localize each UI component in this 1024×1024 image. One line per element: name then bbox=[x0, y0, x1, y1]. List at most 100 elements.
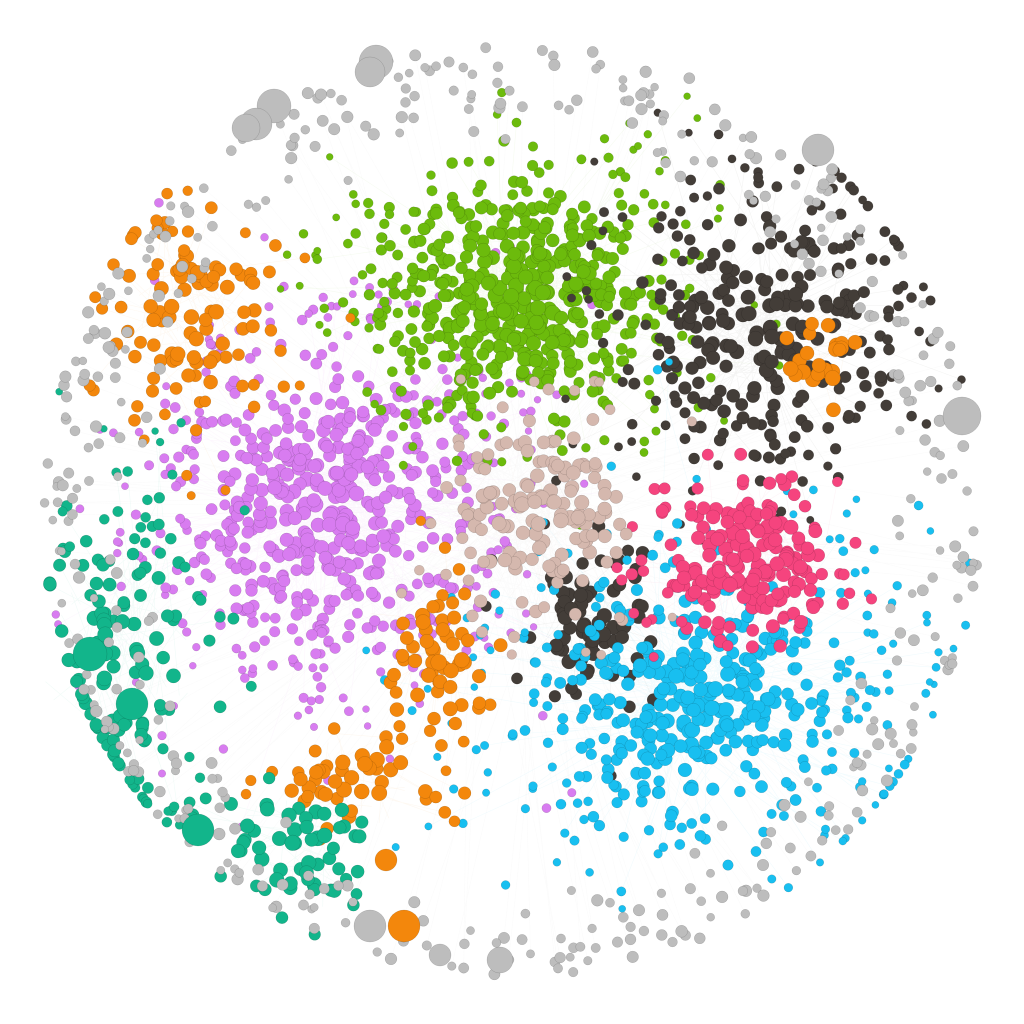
graph-node-cyan bbox=[862, 610, 873, 621]
graph-node-purple bbox=[329, 642, 341, 654]
graph-node-gray bbox=[223, 858, 233, 868]
graph-node-green bbox=[459, 250, 474, 264]
graph-node-cyan bbox=[884, 686, 894, 696]
graph-node-cyan bbox=[639, 785, 651, 797]
graph-node-teal bbox=[106, 659, 121, 674]
graph-node-purple bbox=[302, 429, 316, 443]
graph-node-cyan bbox=[707, 681, 724, 697]
graph-node-green bbox=[384, 239, 396, 252]
hub-node-gray bbox=[354, 56, 386, 88]
graph-node-dark bbox=[665, 279, 678, 292]
graph-node-cyan bbox=[598, 576, 610, 588]
graph-node-green bbox=[680, 219, 691, 230]
graph-node-gray bbox=[121, 326, 133, 338]
graph-node-green bbox=[506, 258, 522, 274]
graph-node-tan bbox=[538, 601, 551, 614]
graph-node-purple bbox=[224, 475, 236, 488]
graph-node-purple bbox=[343, 411, 357, 424]
graph-node-dark bbox=[628, 377, 641, 390]
graph-node-gray bbox=[408, 112, 419, 124]
graph-node-orange bbox=[150, 214, 163, 227]
graph-node-green bbox=[472, 410, 484, 422]
graph-node-green bbox=[406, 262, 419, 275]
graph-node-gray bbox=[431, 61, 441, 71]
graph-node-cyan bbox=[658, 842, 669, 853]
graph-node-green bbox=[451, 455, 463, 467]
graph-node-cyan bbox=[639, 710, 653, 724]
graph-node-purple bbox=[309, 392, 323, 406]
graph-node-gray bbox=[709, 103, 721, 116]
graph-node-orange bbox=[779, 330, 795, 346]
graph-node-orange bbox=[396, 616, 410, 631]
graph-node-dark bbox=[823, 461, 833, 471]
graph-node-dark bbox=[690, 334, 705, 349]
graph-node-tan bbox=[525, 552, 539, 567]
graph-node-cyan bbox=[653, 775, 665, 787]
graph-node-orange bbox=[236, 379, 249, 393]
graph-node-gray bbox=[791, 865, 802, 876]
graph-node-gray bbox=[895, 531, 905, 541]
graph-node-gray bbox=[333, 880, 344, 891]
graph-node-cyan bbox=[636, 641, 649, 654]
graph-node-purple bbox=[310, 648, 322, 660]
graph-node-cyan bbox=[617, 664, 630, 678]
graph-node-purple bbox=[267, 660, 278, 671]
graph-node-dark bbox=[752, 242, 764, 255]
graph-node-cyan bbox=[800, 678, 813, 691]
graph-node-green bbox=[557, 333, 571, 348]
graph-node-cyan bbox=[676, 822, 687, 833]
graph-node-orange bbox=[247, 400, 261, 414]
graph-node-gray bbox=[101, 715, 113, 728]
graph-node-green bbox=[337, 297, 349, 308]
graph-node-green bbox=[576, 264, 591, 279]
graph-node-teal bbox=[157, 743, 169, 755]
graph-node-gray bbox=[69, 558, 81, 570]
graph-node-dark bbox=[573, 588, 588, 603]
graph-node-green bbox=[407, 305, 421, 318]
graph-node-orange bbox=[202, 354, 218, 370]
graph-node-green bbox=[480, 275, 496, 291]
graph-node-green bbox=[565, 228, 580, 243]
graph-node-tan bbox=[586, 413, 600, 426]
graph-node-orange bbox=[143, 299, 158, 314]
graph-node-gray bbox=[932, 326, 944, 339]
graph-node-purple bbox=[294, 420, 309, 434]
graph-node-gray bbox=[667, 936, 678, 948]
graph-node-dark bbox=[701, 218, 714, 231]
graph-node-dark bbox=[685, 361, 699, 375]
graph-node-purple bbox=[541, 803, 552, 813]
graph-node-pink bbox=[773, 639, 787, 653]
graph-node-green bbox=[351, 199, 361, 209]
hub-node-orange bbox=[374, 848, 398, 872]
graph-node-gray bbox=[447, 961, 457, 971]
graph-node-cyan bbox=[749, 678, 763, 692]
graph-node-green bbox=[540, 270, 555, 285]
graph-node-green bbox=[428, 298, 443, 313]
graph-node-green bbox=[485, 362, 499, 376]
graph-node-teal bbox=[213, 700, 227, 714]
graph-node-dark bbox=[661, 335, 675, 349]
graph-node-cyan bbox=[536, 583, 546, 593]
graph-node-gray bbox=[112, 267, 125, 280]
graph-node-orange bbox=[442, 701, 458, 717]
graph-node-pink bbox=[690, 530, 706, 546]
graph-node-dark bbox=[656, 211, 667, 222]
graph-node-dark bbox=[660, 420, 671, 431]
graph-node-orange bbox=[443, 679, 458, 695]
graph-node-orange bbox=[145, 384, 160, 398]
graph-node-gray bbox=[111, 605, 122, 616]
graph-node-purple bbox=[375, 516, 389, 529]
graph-node-green bbox=[657, 304, 669, 315]
graph-node-gray bbox=[675, 925, 688, 938]
graph-node-tan bbox=[568, 384, 581, 397]
graph-node-dark bbox=[730, 420, 743, 432]
graph-node-purple bbox=[538, 710, 548, 721]
graph-node-purple bbox=[241, 526, 255, 539]
graph-node-orange bbox=[458, 786, 472, 800]
graph-node-purple bbox=[256, 574, 270, 588]
graph-node-dark bbox=[921, 418, 932, 429]
graph-node-gray bbox=[140, 411, 153, 423]
graph-node-green bbox=[466, 376, 479, 389]
graph-node-dark bbox=[734, 213, 748, 227]
graph-node-dark bbox=[598, 226, 608, 236]
